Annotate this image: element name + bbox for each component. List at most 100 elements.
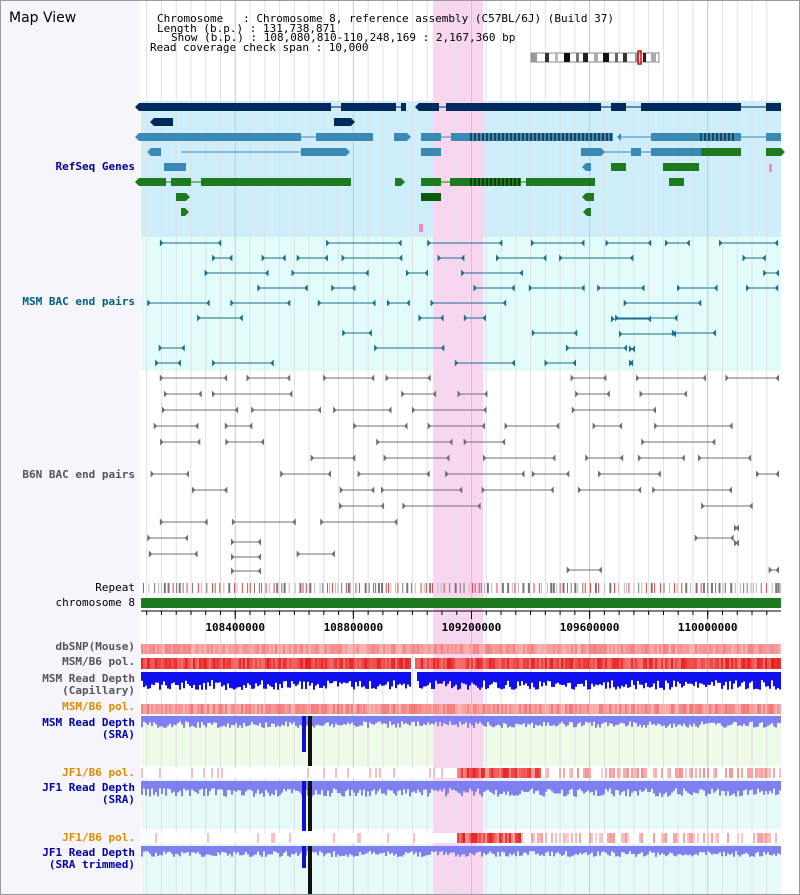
msm-pol-strip: [239, 658, 241, 669]
jf1-pol2-strip: [645, 833, 647, 843]
jf1-pol2-strip: [319, 833, 321, 843]
msm-pol-strip: [175, 658, 177, 669]
gene-row7c-arrow: [582, 193, 586, 201]
b6n-bac-pair-end: [504, 422, 509, 430]
jf1-pol2-strip: [267, 833, 269, 843]
jf1-pol2-strip: [527, 833, 529, 843]
jf1-pol2-strip: [177, 833, 179, 843]
jf1-pol-strip: [205, 768, 207, 778]
jf1-depth-trim-bar: [675, 846, 677, 857]
msm-depth-sra-bar: [475, 716, 477, 723]
jf1-depth-trim-bar: [725, 846, 727, 857]
dbsnp-strip: [405, 644, 407, 654]
msm-depth-sra-bar: [525, 716, 527, 728]
jf1-pol2-strip: [577, 833, 579, 843]
repeat-element: [700, 583, 702, 593]
msm-depth-capillary-bar: [377, 672, 379, 687]
msm-pol-strip: [743, 658, 745, 669]
jf1-pol2-strip: [601, 833, 603, 843]
msm-depth-capillary-bar: [737, 672, 739, 688]
jf1-pol2-strip: [521, 833, 523, 843]
jf1-depth-sra-bar: [573, 781, 575, 797]
jf1-pol-strip: [571, 768, 573, 778]
msm-depth-sra-bar: [403, 716, 405, 725]
jf1-pol2-strip: [361, 833, 363, 843]
msm-depth-sra-bar: [187, 716, 189, 723]
ideogram-marker: [637, 50, 642, 65]
jf1-depth-sra-bar: [443, 781, 445, 789]
msm-pol-strip: [515, 658, 517, 669]
dbsnp-strip: [227, 644, 229, 654]
jf1-pol2-strip: [617, 833, 619, 843]
b6n-bac-pair-end: [756, 470, 760, 478]
jf1-depth-trim-bar: [583, 846, 585, 854]
msm-depth-capillary-bar: [275, 672, 277, 683]
msm-pol2-strip: [575, 704, 577, 714]
jf1-pol2-strip: [407, 833, 409, 843]
msm-depth-sra-bar: [477, 716, 479, 724]
msm-pol2-strip: [683, 704, 685, 714]
b6n-bac-pair-end: [184, 534, 189, 542]
jf1-depth-trim-bar: [465, 846, 467, 857]
jf1-pol2-strip: [197, 833, 199, 843]
msm-pol-strip: [755, 658, 757, 669]
msm-depth-sra-bar: [669, 716, 671, 725]
jf1-depth-trim-bar: [723, 846, 725, 852]
jf1-depth-sra-bar: [343, 781, 345, 797]
msm-depth-capillary-bar: [635, 672, 637, 690]
jf1-depth-trim-bar: [187, 846, 189, 853]
msm-pol2-strip: [687, 704, 689, 714]
msm-pol2-strip: [645, 704, 647, 714]
dbsnp-strip: [545, 644, 547, 654]
jf1-pol2-strip: [725, 833, 727, 843]
msm-depth-sra-bar: [329, 716, 331, 727]
msm-pol2-strip: [503, 704, 505, 714]
msm-pol-strip: [263, 658, 265, 669]
b6n-bac-pair-end: [768, 566, 773, 574]
dbsnp-strip: [557, 644, 559, 654]
msm-depth-capillary-bar: [149, 672, 151, 689]
msm-pol-strip: [667, 658, 669, 669]
msm-depth-sra-bar: [375, 716, 377, 724]
jf1-depth-sra-bar: [295, 781, 297, 791]
jf1-pol-strip: [265, 768, 267, 778]
jf1-pol2-strip: [371, 833, 373, 843]
msm-depth-sra-bar: [507, 716, 509, 728]
msm-pol-strip: [437, 658, 439, 669]
msm-bac-pair-end: [304, 284, 308, 292]
dbsnp-strip: [571, 644, 573, 654]
jf1-pol2-strip: [485, 833, 487, 843]
msm-bac-pair-end: [629, 359, 633, 367]
jf1-pol-strip: [229, 768, 231, 778]
jf1-pol2-strip: [253, 833, 255, 843]
jf1-depth-trim-bar: [605, 846, 607, 853]
jf1-pol2-strip: [491, 833, 493, 843]
jf1-pol2-strip: [777, 833, 779, 843]
repeat-element: [420, 583, 422, 593]
jf1-depth-sra-bar: [429, 781, 431, 794]
jf1-depth-sra-bar: [217, 781, 219, 790]
jf1-depth-sra-bar: [273, 781, 275, 796]
msm-pol2-strip: [485, 704, 487, 714]
msm-pol-strip: [245, 658, 247, 669]
jf1-depth-trim-bar: [473, 846, 475, 856]
repeat-element: [559, 583, 561, 593]
jf1-pol2-strip: [367, 833, 369, 843]
jf1-depth-trim-bar: [295, 846, 297, 853]
jf1-depth-sra-bar: [749, 781, 751, 791]
msm-pol2-strip: [581, 704, 583, 714]
msm-depth-capillary-bar: [379, 672, 381, 685]
jf1-pol2-strip: [273, 833, 275, 843]
jf1-depth-trim-bar: [595, 846, 597, 856]
b6n-bac-pair-end: [728, 486, 732, 494]
jf1-depth-sra-bar: [559, 781, 561, 794]
msm-depth-capillary-bar: [367, 672, 369, 689]
dbsnp-strip: [151, 644, 153, 654]
repeat-element: [574, 583, 577, 593]
jf1-depth-sra-bar: [221, 781, 223, 790]
jf1-pol-strip: [765, 768, 767, 778]
jf1-depth-trim-bar: [557, 846, 559, 853]
jf1-pol-strip: [543, 768, 545, 778]
jf1-pol-strip: [417, 768, 419, 778]
